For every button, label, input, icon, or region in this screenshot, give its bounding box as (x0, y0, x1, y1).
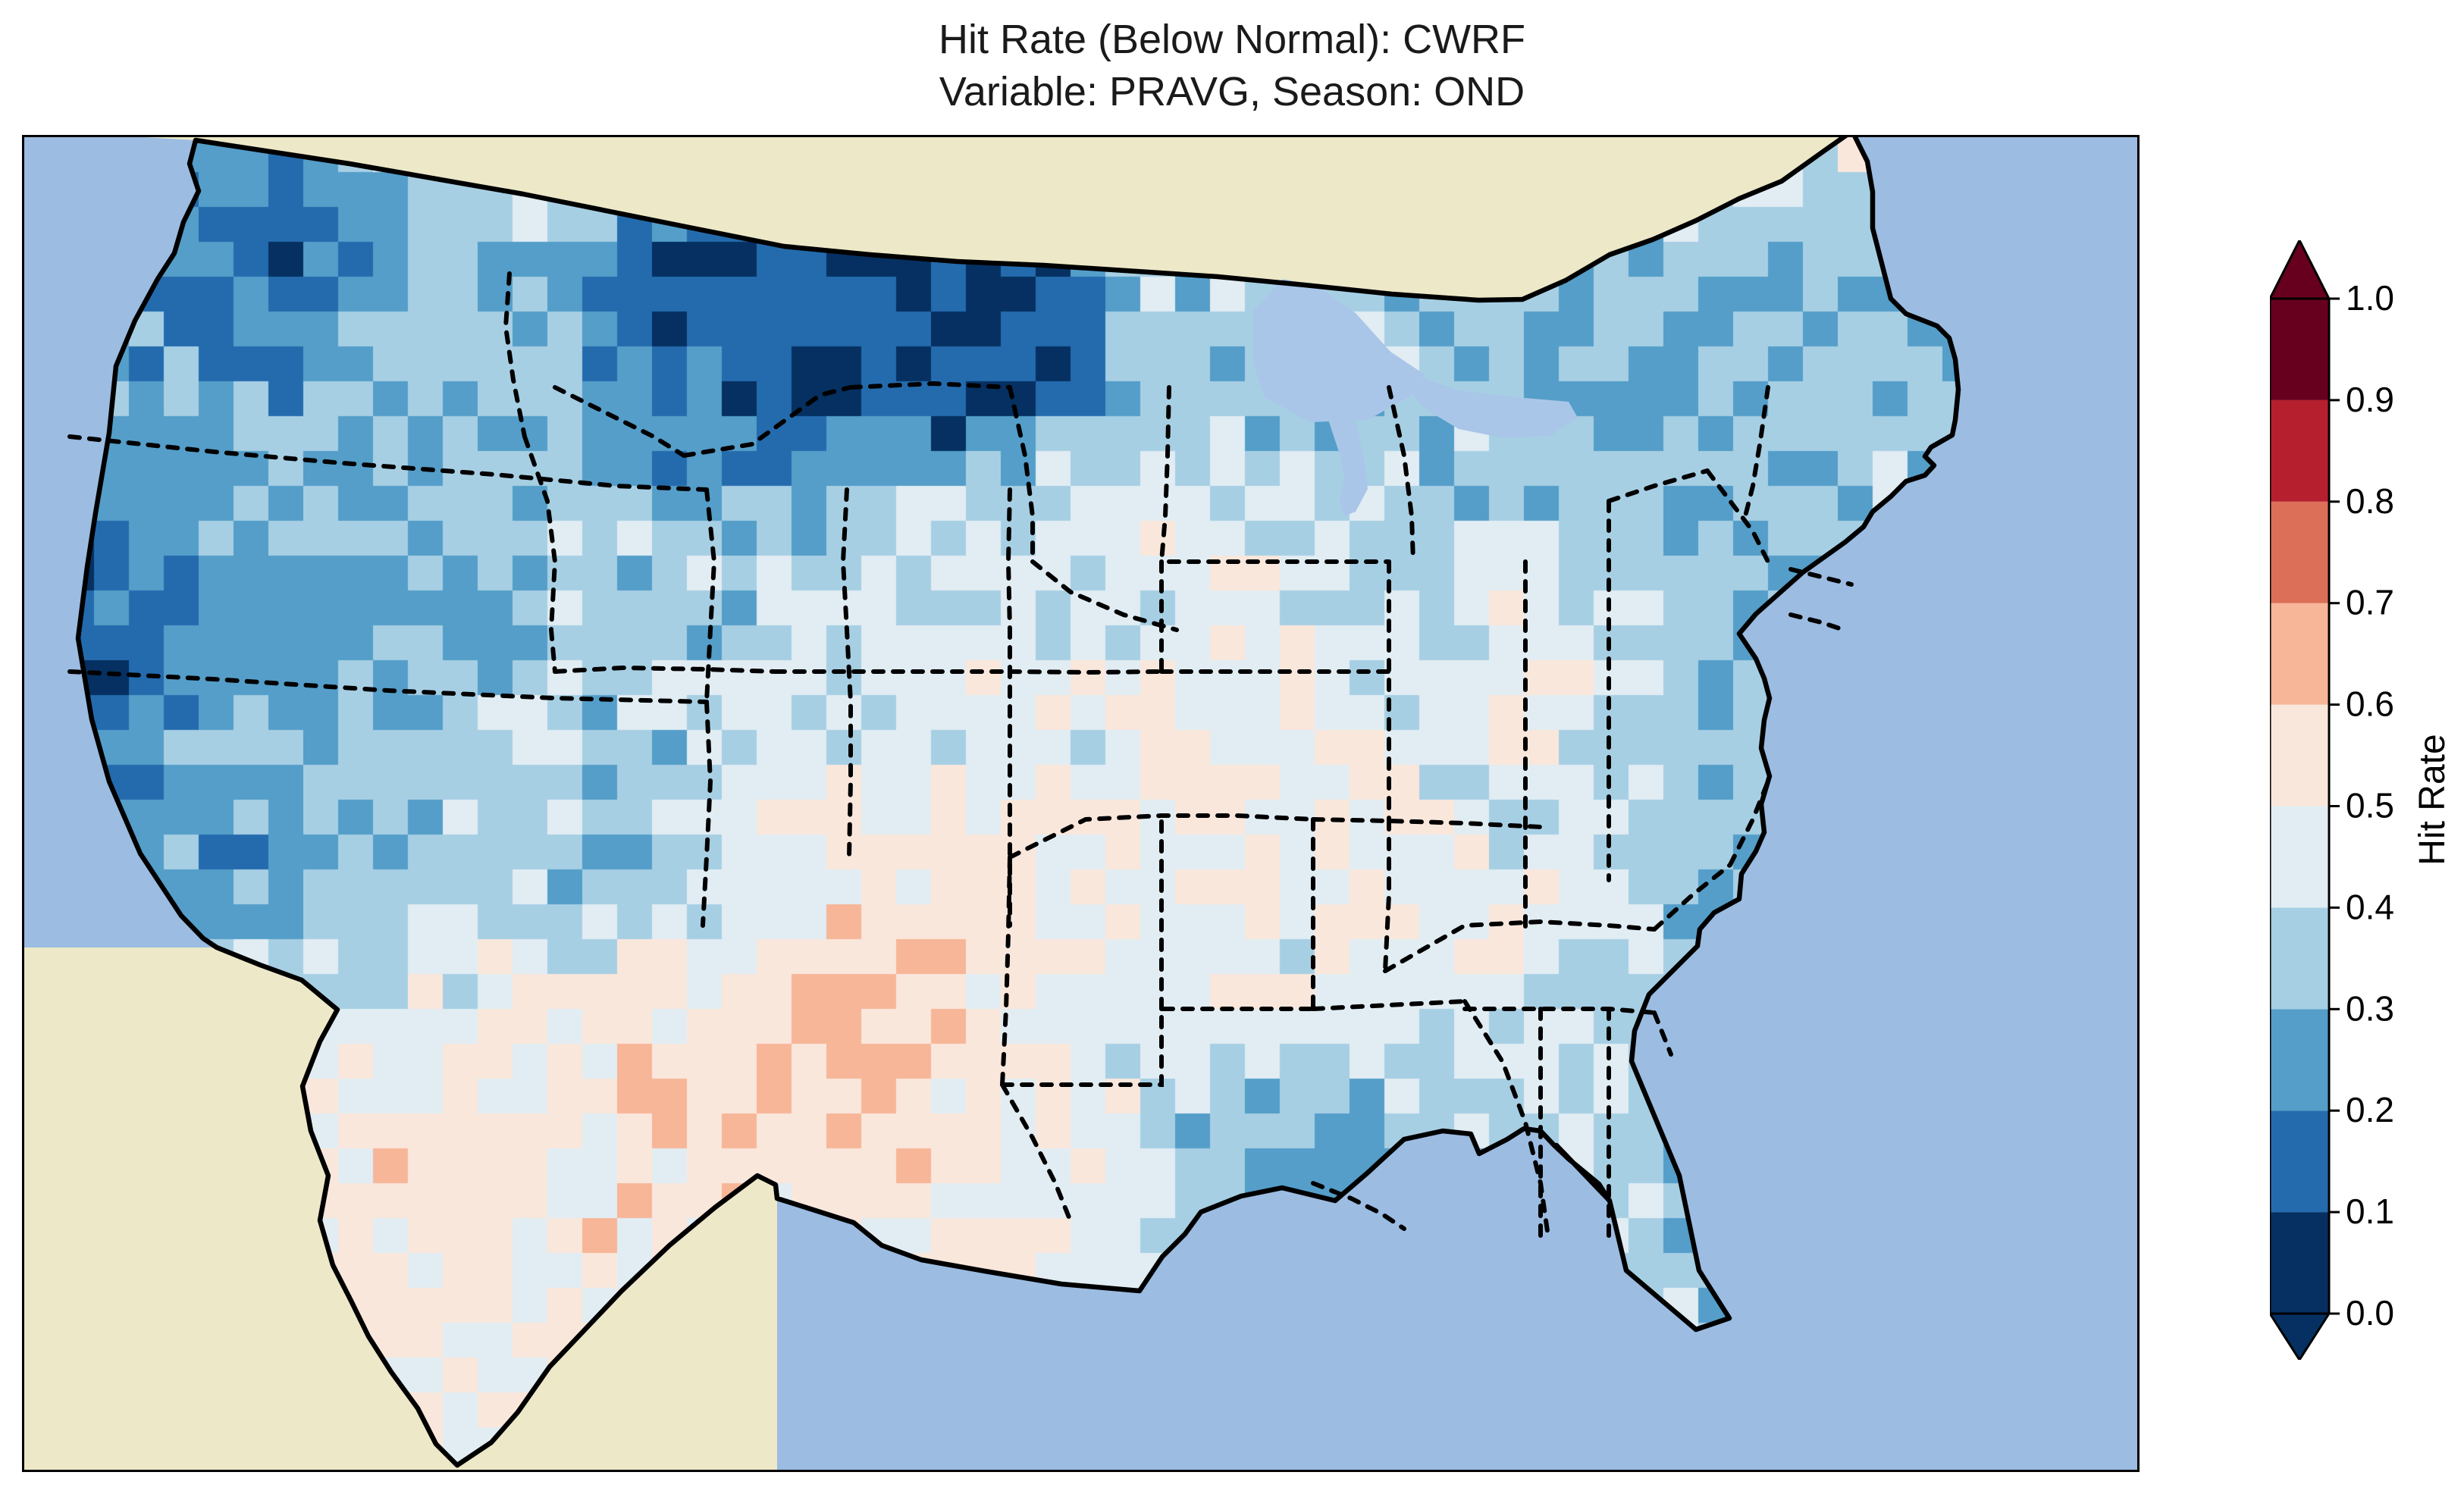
svg-text:0.0: 0.0 (2346, 1293, 2394, 1333)
svg-text:0.9: 0.9 (2346, 380, 2394, 419)
svg-text:0.5: 0.5 (2346, 786, 2394, 825)
svg-text:0.1: 0.1 (2346, 1192, 2394, 1231)
svg-text:Hit Rate: Hit Rate (2412, 734, 2453, 865)
svg-text:0.3: 0.3 (2346, 988, 2394, 1028)
svg-text:0.6: 0.6 (2346, 684, 2394, 724)
svg-text:0.4: 0.4 (2346, 887, 2394, 926)
svg-text:0.2: 0.2 (2346, 1090, 2394, 1129)
svg-text:1.0: 1.0 (2346, 278, 2394, 318)
svg-text:0.8: 0.8 (2346, 481, 2394, 521)
svg-text:0.7: 0.7 (2346, 583, 2394, 622)
